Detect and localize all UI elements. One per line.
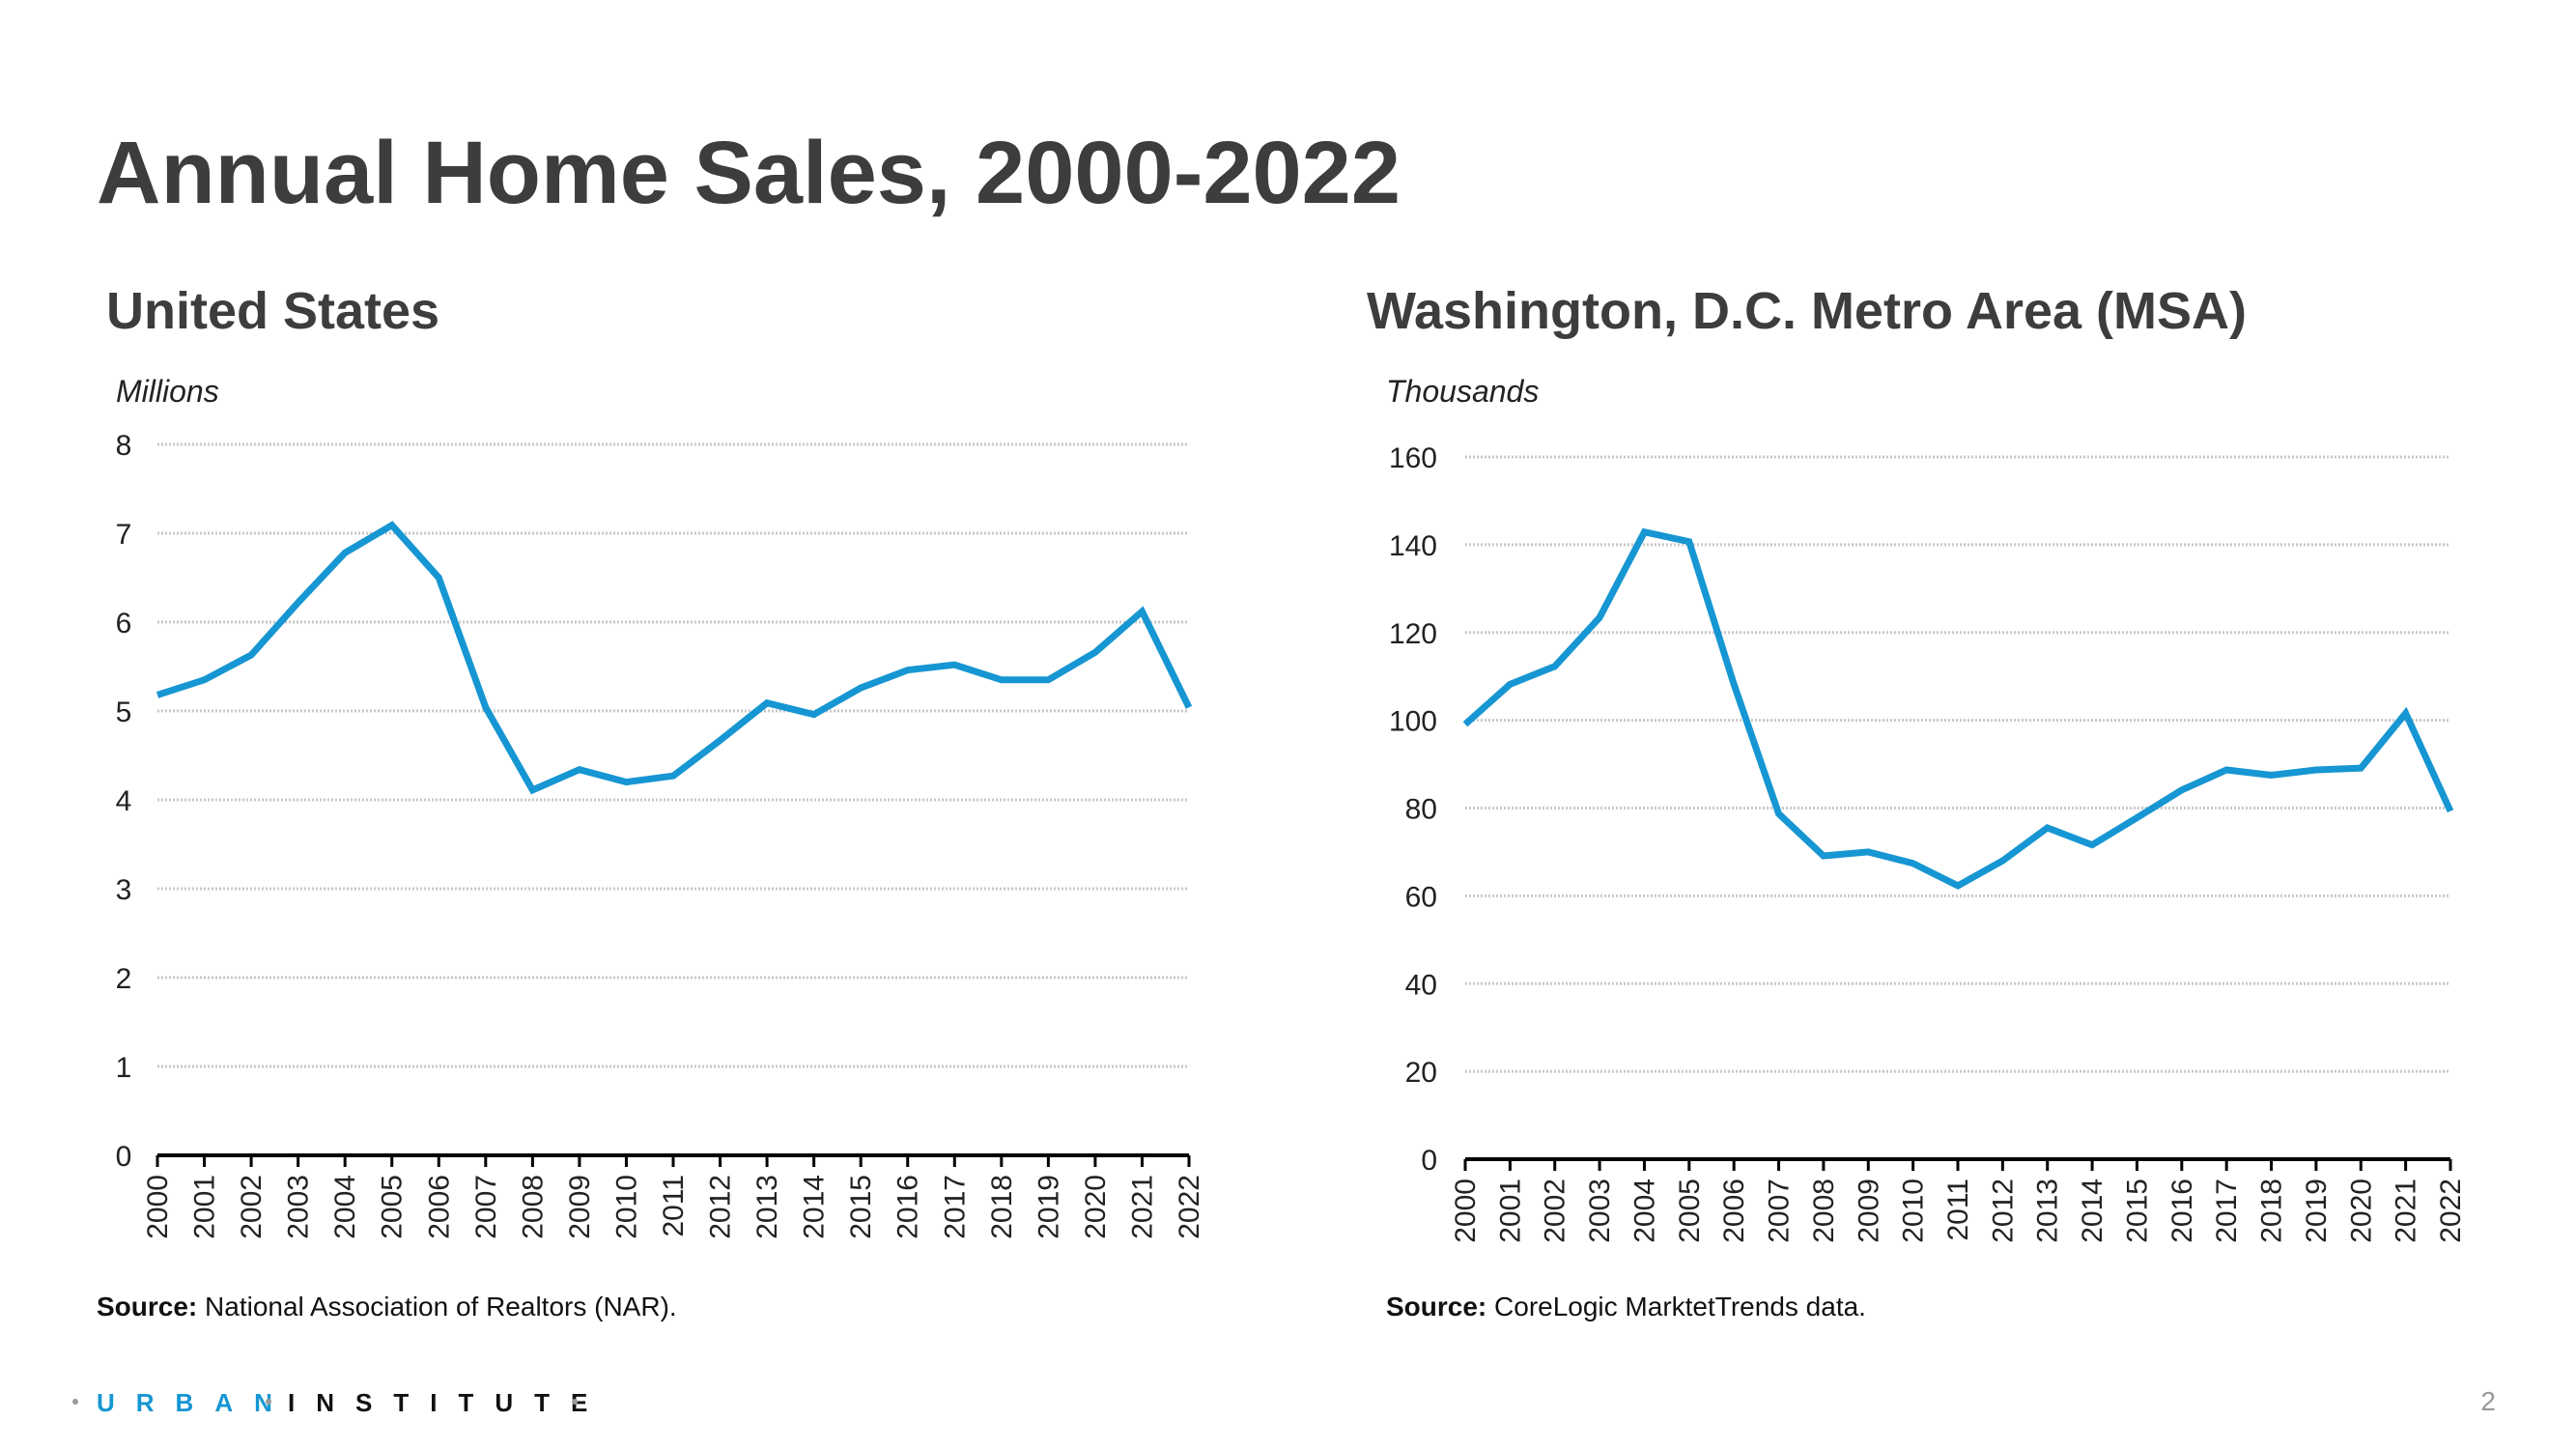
y-tick-label: 120 xyxy=(1389,618,1437,650)
page-number: 2 xyxy=(2480,1386,2496,1416)
source-label: Source: xyxy=(1386,1292,1486,1321)
y-tick-label: 100 xyxy=(1389,706,1437,738)
x-tick-label: 2000 xyxy=(142,1175,174,1239)
source-label: Source: xyxy=(97,1292,197,1321)
y-tick-label: 140 xyxy=(1389,530,1437,562)
y-tick-label: 0 xyxy=(116,1141,132,1173)
y-tick-label: 1 xyxy=(116,1052,132,1084)
y-tick-label: 2 xyxy=(116,963,132,995)
logo-institute: INSTITUTE xyxy=(288,1388,609,1417)
source-note: Source: National Association of Realtors… xyxy=(97,1292,677,1321)
x-tick-label: 2001 xyxy=(1494,1179,1526,1243)
x-tick-label: 2013 xyxy=(751,1175,783,1239)
source-text: National Association of Realtors (NAR). xyxy=(197,1292,676,1321)
source-text: CoreLogic MarktetTrends data. xyxy=(1486,1292,1866,1321)
y-tick-label: 3 xyxy=(116,874,132,906)
x-tick-label: 2013 xyxy=(2032,1179,2064,1243)
x-tick-label: 2007 xyxy=(470,1175,502,1239)
x-tick-label: 2016 xyxy=(892,1175,924,1239)
page-title: Annual Home Sales, 2000-2022 xyxy=(97,124,1401,222)
y-tick-label: 20 xyxy=(1405,1057,1437,1089)
x-tick-label: 2022 xyxy=(1174,1175,1205,1239)
x-tick-label: 2003 xyxy=(283,1175,315,1239)
x-tick-label: 2019 xyxy=(1033,1175,1064,1239)
x-tick-label: 2002 xyxy=(1540,1179,1571,1243)
x-tick-label: 2009 xyxy=(1853,1179,1884,1243)
y-tick-label: 4 xyxy=(116,785,132,817)
x-tick-label: 2003 xyxy=(1584,1179,1616,1243)
chart-title: Washington, D.C. Metro Area (MSA) xyxy=(1367,282,2247,340)
x-tick-label: 2018 xyxy=(986,1175,1018,1239)
x-tick-label: 2009 xyxy=(564,1175,596,1239)
x-tick-label: 2011 xyxy=(1942,1179,1974,1241)
y-tick-label: 6 xyxy=(116,608,132,639)
x-tick-label: 2022 xyxy=(2435,1179,2467,1243)
chart-0: United States Millions 0 1 2 3 4 5 6 7 8 2000 2001 20… xyxy=(97,282,1205,1321)
x-tick-label: 2004 xyxy=(1628,1179,1660,1243)
y-tick-label: 7 xyxy=(116,519,132,551)
x-tick-label: 2005 xyxy=(1674,1179,1706,1243)
y-axis-label: Millions xyxy=(116,374,219,409)
x-tick-label: 2001 xyxy=(189,1175,221,1239)
y-tick-label: 160 xyxy=(1389,442,1437,474)
x-tick-label: 2016 xyxy=(2166,1179,2198,1243)
x-tick-label: 2005 xyxy=(377,1175,409,1239)
y-tick-label: 8 xyxy=(116,430,132,462)
x-tick-label: 2000 xyxy=(1450,1179,1482,1243)
x-tick-label: 2008 xyxy=(1808,1179,1840,1243)
y-tick-label: 60 xyxy=(1405,881,1437,913)
chart-1: Washington, D.C. Metro Area (MSA) Thousan… xyxy=(1367,282,2467,1321)
source-note: Source: CoreLogic MarktetTrends data. xyxy=(1386,1292,1866,1321)
x-tick-label: 2010 xyxy=(1898,1179,1930,1243)
x-tick-label: 2006 xyxy=(1718,1179,1750,1243)
x-tick-label: 2012 xyxy=(705,1175,737,1239)
x-tick-label: 2012 xyxy=(1987,1179,2019,1243)
x-tick-label: 2015 xyxy=(2121,1179,2153,1243)
x-tick-label: 2018 xyxy=(2256,1179,2288,1243)
y-tick-label: 80 xyxy=(1405,794,1437,826)
urban-institute-logo: URBAN INSTITUTE xyxy=(72,1388,609,1417)
x-tick-label: 2021 xyxy=(2391,1179,2422,1243)
x-tick-label: 2002 xyxy=(236,1175,268,1239)
x-tick-label: 2006 xyxy=(423,1175,455,1239)
x-tick-label: 2015 xyxy=(845,1175,877,1239)
logo-urban: URBAN xyxy=(97,1388,294,1417)
x-tick-label: 2020 xyxy=(1080,1175,1112,1239)
x-tick-label: 2017 xyxy=(2211,1179,2243,1243)
y-tick-label: 0 xyxy=(1421,1145,1437,1177)
x-tick-label: 2008 xyxy=(517,1175,549,1239)
y-tick-label: 40 xyxy=(1405,969,1437,1001)
y-axis-label: Thousands xyxy=(1386,374,1539,409)
x-tick-label: 2007 xyxy=(1764,1179,1796,1243)
x-tick-label: 2020 xyxy=(2345,1179,2377,1243)
x-tick-label: 2004 xyxy=(329,1175,361,1239)
x-tick-label: 2010 xyxy=(610,1175,642,1239)
x-tick-label: 2019 xyxy=(2301,1179,2333,1243)
x-tick-label: 2014 xyxy=(2077,1179,2109,1243)
x-tick-label: 2014 xyxy=(799,1175,831,1239)
x-tick-label: 2017 xyxy=(939,1175,971,1239)
chart-title: United States xyxy=(106,282,439,340)
x-tick-label: 2021 xyxy=(1126,1175,1158,1239)
series-line xyxy=(156,521,1193,795)
x-tick-label: 2011 xyxy=(658,1175,690,1237)
series-line xyxy=(1462,527,2454,890)
y-tick-label: 5 xyxy=(116,696,132,728)
